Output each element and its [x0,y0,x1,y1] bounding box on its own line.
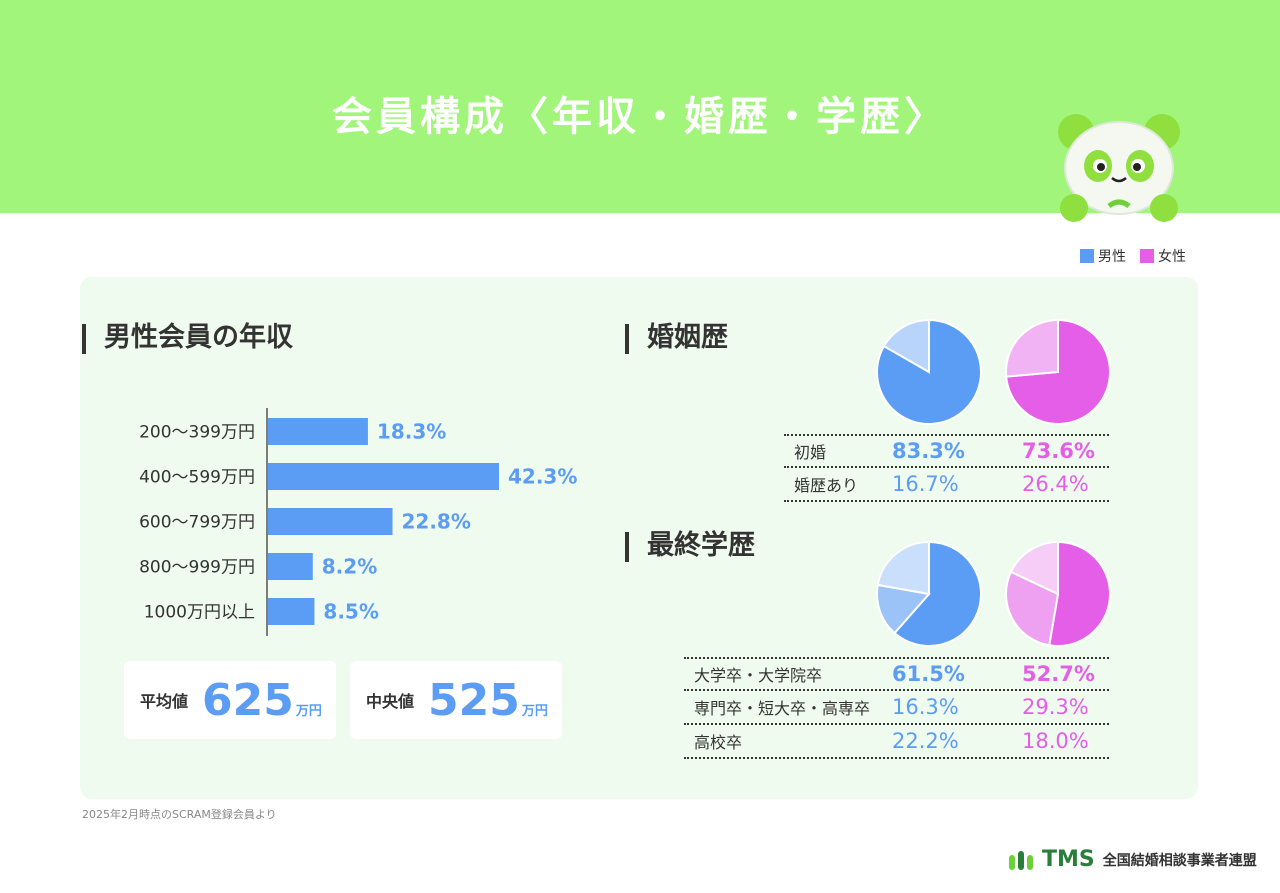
footer-logo: TMS 全国結婚相談事業者連盟 [1008,847,1257,872]
education-table: 大学卒・大学院卒 61.5% 52.7% 専門卒・短大卒・高専卒 16.3% 2… [684,657,1109,759]
average-value: 625 [202,674,294,726]
row-label: 高校卒 [694,733,743,752]
male-value: 61.5% [892,662,965,686]
legend-female-label: 女性 [1158,249,1186,265]
brand-name: TMS [1042,847,1095,872]
legend-male: 男性 [1080,246,1126,266]
marriage-table: 初婚 83.3% 73.6% 婚歴あり 16.7% 26.4% [784,434,1109,502]
chart-legend: 男性 女性 [1080,246,1186,266]
footnote: 2025年2月時点のSCRAM登録会員より [82,808,277,821]
female-value: 52.7% [1022,662,1095,686]
male-value: 16.3% [892,695,959,719]
table-row: 初婚 83.3% 73.6% [784,434,1109,468]
table-row: 専門卒・短大卒・高専卒 16.3% 29.3% [684,691,1109,725]
education-heading: 最終学歴 [625,532,755,562]
median-income-box: 中央値 525 万円 [350,661,562,739]
median-unit: 万円 [521,703,548,719]
male-value: 83.3% [892,439,965,463]
row-label: 婚歴あり [794,476,859,495]
table-row: 大学卒・大学院卒 61.5% 52.7% [684,657,1109,691]
male-value: 16.7% [892,472,959,496]
row-label: 初婚 [794,443,827,462]
median-label: 中央値 [366,692,415,711]
legend-female-swatch [1140,249,1154,263]
row-label: 大学卒・大学院卒 [694,666,823,685]
marriage-heading: 婚姻歴 [625,324,728,354]
table-row: 婚歴あり 16.7% 26.4% [784,468,1109,502]
panda-mascot-icon [1058,114,1180,222]
female-value: 18.0% [1022,729,1089,753]
legend-male-swatch [1080,249,1094,263]
median-value: 525 [428,674,520,726]
female-value: 73.6% [1022,439,1095,463]
income-heading: 男性会員の年収 [82,324,293,354]
average-label: 平均値 [140,692,189,711]
average-income-box: 平均値 625 万円 [124,661,336,739]
female-value: 26.4% [1022,472,1089,496]
page-title: 会員構成〈年収・婚歴・学歴〉 [332,94,948,140]
tms-logo-icon [1009,850,1033,870]
organization-name: 全国結婚相談事業者連盟 [1102,852,1257,869]
table-row: 高校卒 22.2% 18.0% [684,725,1109,759]
legend-female: 女性 [1140,246,1186,266]
average-unit: 万円 [295,703,322,719]
female-value: 29.3% [1022,695,1089,719]
row-label: 専門卒・短大卒・高専卒 [694,699,871,718]
male-value: 22.2% [892,729,959,753]
legend-male-label: 男性 [1098,249,1126,265]
